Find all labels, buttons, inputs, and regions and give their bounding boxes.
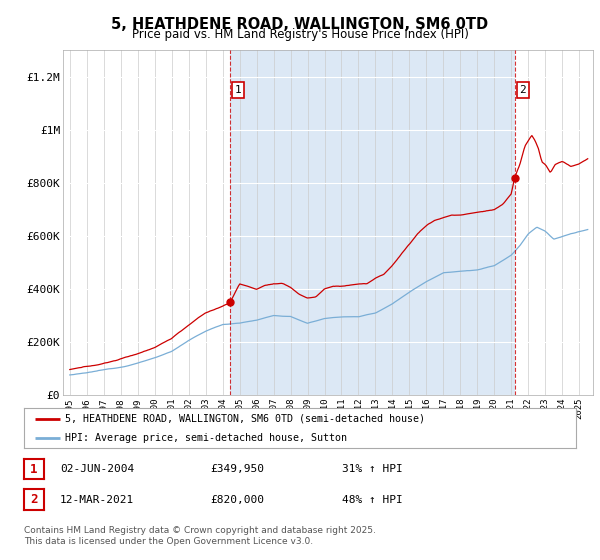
Text: £349,950: £349,950 — [210, 464, 264, 474]
Text: 12-MAR-2021: 12-MAR-2021 — [60, 494, 134, 505]
Text: 48% ↑ HPI: 48% ↑ HPI — [342, 494, 403, 505]
Text: Contains HM Land Registry data © Crown copyright and database right 2025.
This d: Contains HM Land Registry data © Crown c… — [24, 526, 376, 546]
Text: Price paid vs. HM Land Registry's House Price Index (HPI): Price paid vs. HM Land Registry's House … — [131, 28, 469, 41]
Bar — [230, 50, 515, 395]
Text: 2: 2 — [30, 493, 38, 506]
Text: 5, HEATHDENE ROAD, WALLINGTON, SM6 0TD: 5, HEATHDENE ROAD, WALLINGTON, SM6 0TD — [112, 17, 488, 32]
Text: 31% ↑ HPI: 31% ↑ HPI — [342, 464, 403, 474]
Text: 1: 1 — [30, 463, 38, 476]
Text: 5, HEATHDENE ROAD, WALLINGTON, SM6 0TD (semi-detached house): 5, HEATHDENE ROAD, WALLINGTON, SM6 0TD (… — [65, 414, 425, 424]
Text: 02-JUN-2004: 02-JUN-2004 — [60, 464, 134, 474]
Text: £820,000: £820,000 — [210, 494, 264, 505]
Text: HPI: Average price, semi-detached house, Sutton: HPI: Average price, semi-detached house,… — [65, 432, 347, 442]
Text: 1: 1 — [235, 85, 242, 95]
Text: 2: 2 — [520, 85, 526, 95]
